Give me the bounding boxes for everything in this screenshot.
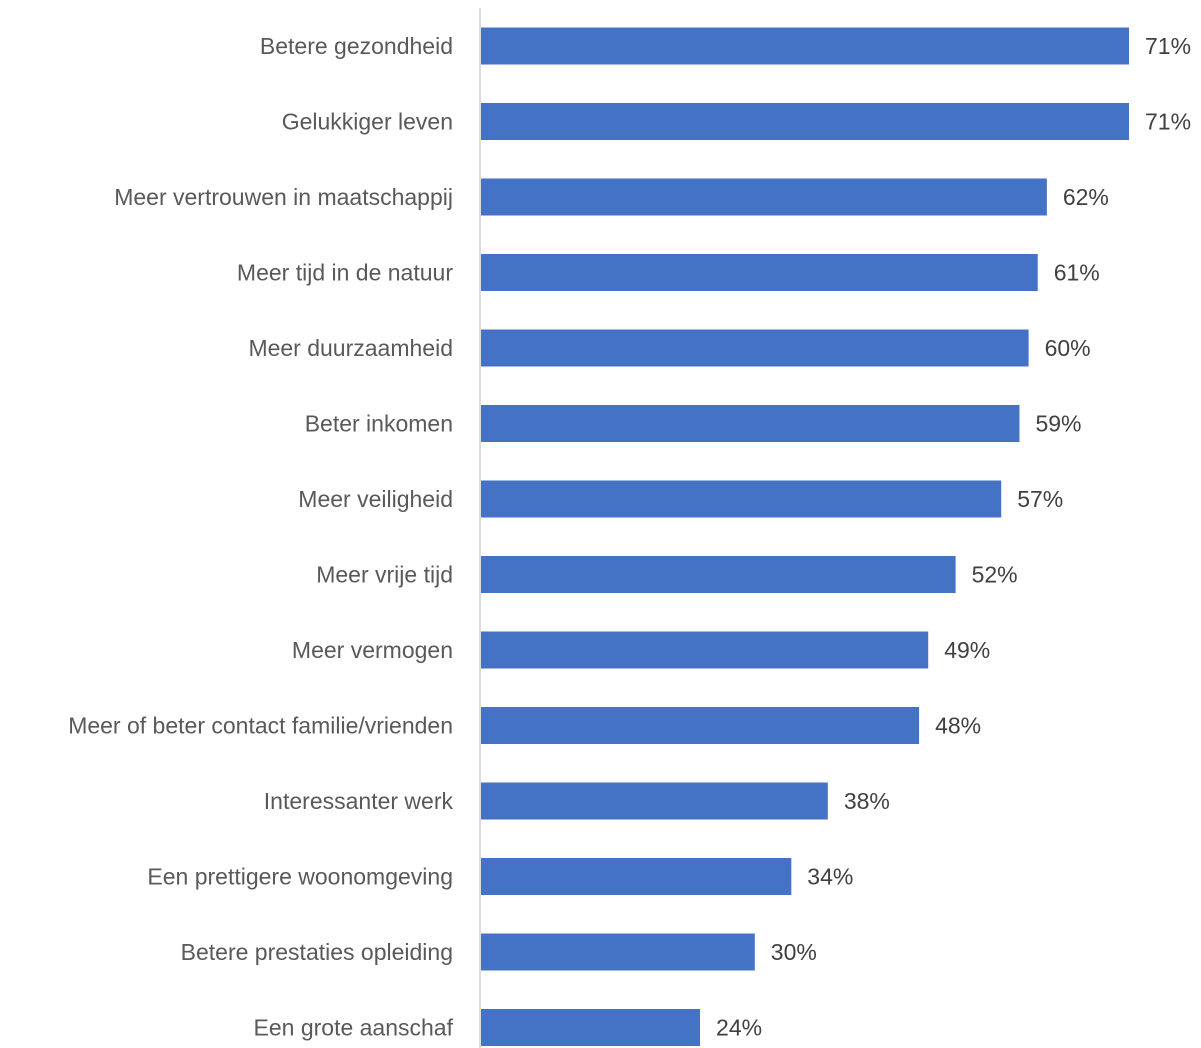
category-label-3: Meer vertrouwen in maatschappij — [114, 184, 453, 210]
value-label-4: 61% — [1054, 260, 1100, 286]
bar-1 — [481, 27, 1129, 65]
value-label-12: 34% — [807, 864, 853, 890]
value-label-10: 48% — [935, 713, 981, 739]
bar-11 — [481, 782, 828, 820]
category-label-8: Meer vrije tijd — [316, 562, 453, 588]
bar-4 — [481, 254, 1038, 291]
category-label-6: Beter inkomen — [305, 411, 453, 437]
category-label-1: Betere gezondheid — [260, 33, 453, 59]
bar-12 — [481, 858, 792, 895]
value-label-2: 71% — [1145, 109, 1191, 135]
value-label-3: 62% — [1063, 184, 1109, 210]
category-labels-group: Betere gezondheid Gelukkiger leven Meer ve… — [68, 33, 453, 1041]
value-label-1: 71% — [1145, 33, 1191, 59]
value-label-6: 59% — [1035, 411, 1081, 437]
bar-7 — [481, 480, 1002, 518]
value-label-9: 49% — [944, 637, 990, 663]
bar-14 — [481, 1009, 701, 1046]
value-label-13: 30% — [771, 939, 817, 965]
bar-10 — [481, 707, 920, 744]
category-label-5: Meer duurzaamheid — [248, 335, 453, 361]
value-label-5: 60% — [1045, 335, 1091, 361]
category-label-9: Meer vermogen — [292, 637, 453, 663]
value-label-8: 52% — [972, 562, 1018, 588]
category-label-12: Een prettigere woonomgeving — [147, 864, 453, 890]
bar-2 — [481, 103, 1129, 140]
bar-5 — [481, 329, 1029, 367]
category-label-13: Betere prestaties opleiding — [181, 939, 453, 965]
category-label-7: Meer veiligheid — [298, 486, 453, 512]
value-label-7: 57% — [1017, 486, 1063, 512]
category-label-11: Interessanter werk — [264, 788, 454, 814]
bars-group — [481, 27, 1129, 1046]
category-label-14: Een grote aanschaf — [254, 1015, 454, 1041]
category-label-10: Meer of beter contact familie/vrienden — [68, 713, 453, 739]
value-label-11: 38% — [844, 788, 890, 814]
bar-8 — [481, 556, 956, 593]
bar-6 — [481, 405, 1020, 442]
category-label-4: Meer tijd in de natuur — [237, 260, 453, 286]
category-label-2: Gelukkiger leven — [282, 109, 453, 135]
value-labels-group: 71% 71% 62% 61% 60% 59% 57% 52% 49% 48% 38% 34% 30% 2… — [716, 33, 1191, 1041]
bar-3 — [481, 178, 1047, 216]
bar-13 — [481, 933, 755, 971]
value-label-14: 24% — [716, 1015, 762, 1041]
bar-9 — [481, 631, 929, 669]
